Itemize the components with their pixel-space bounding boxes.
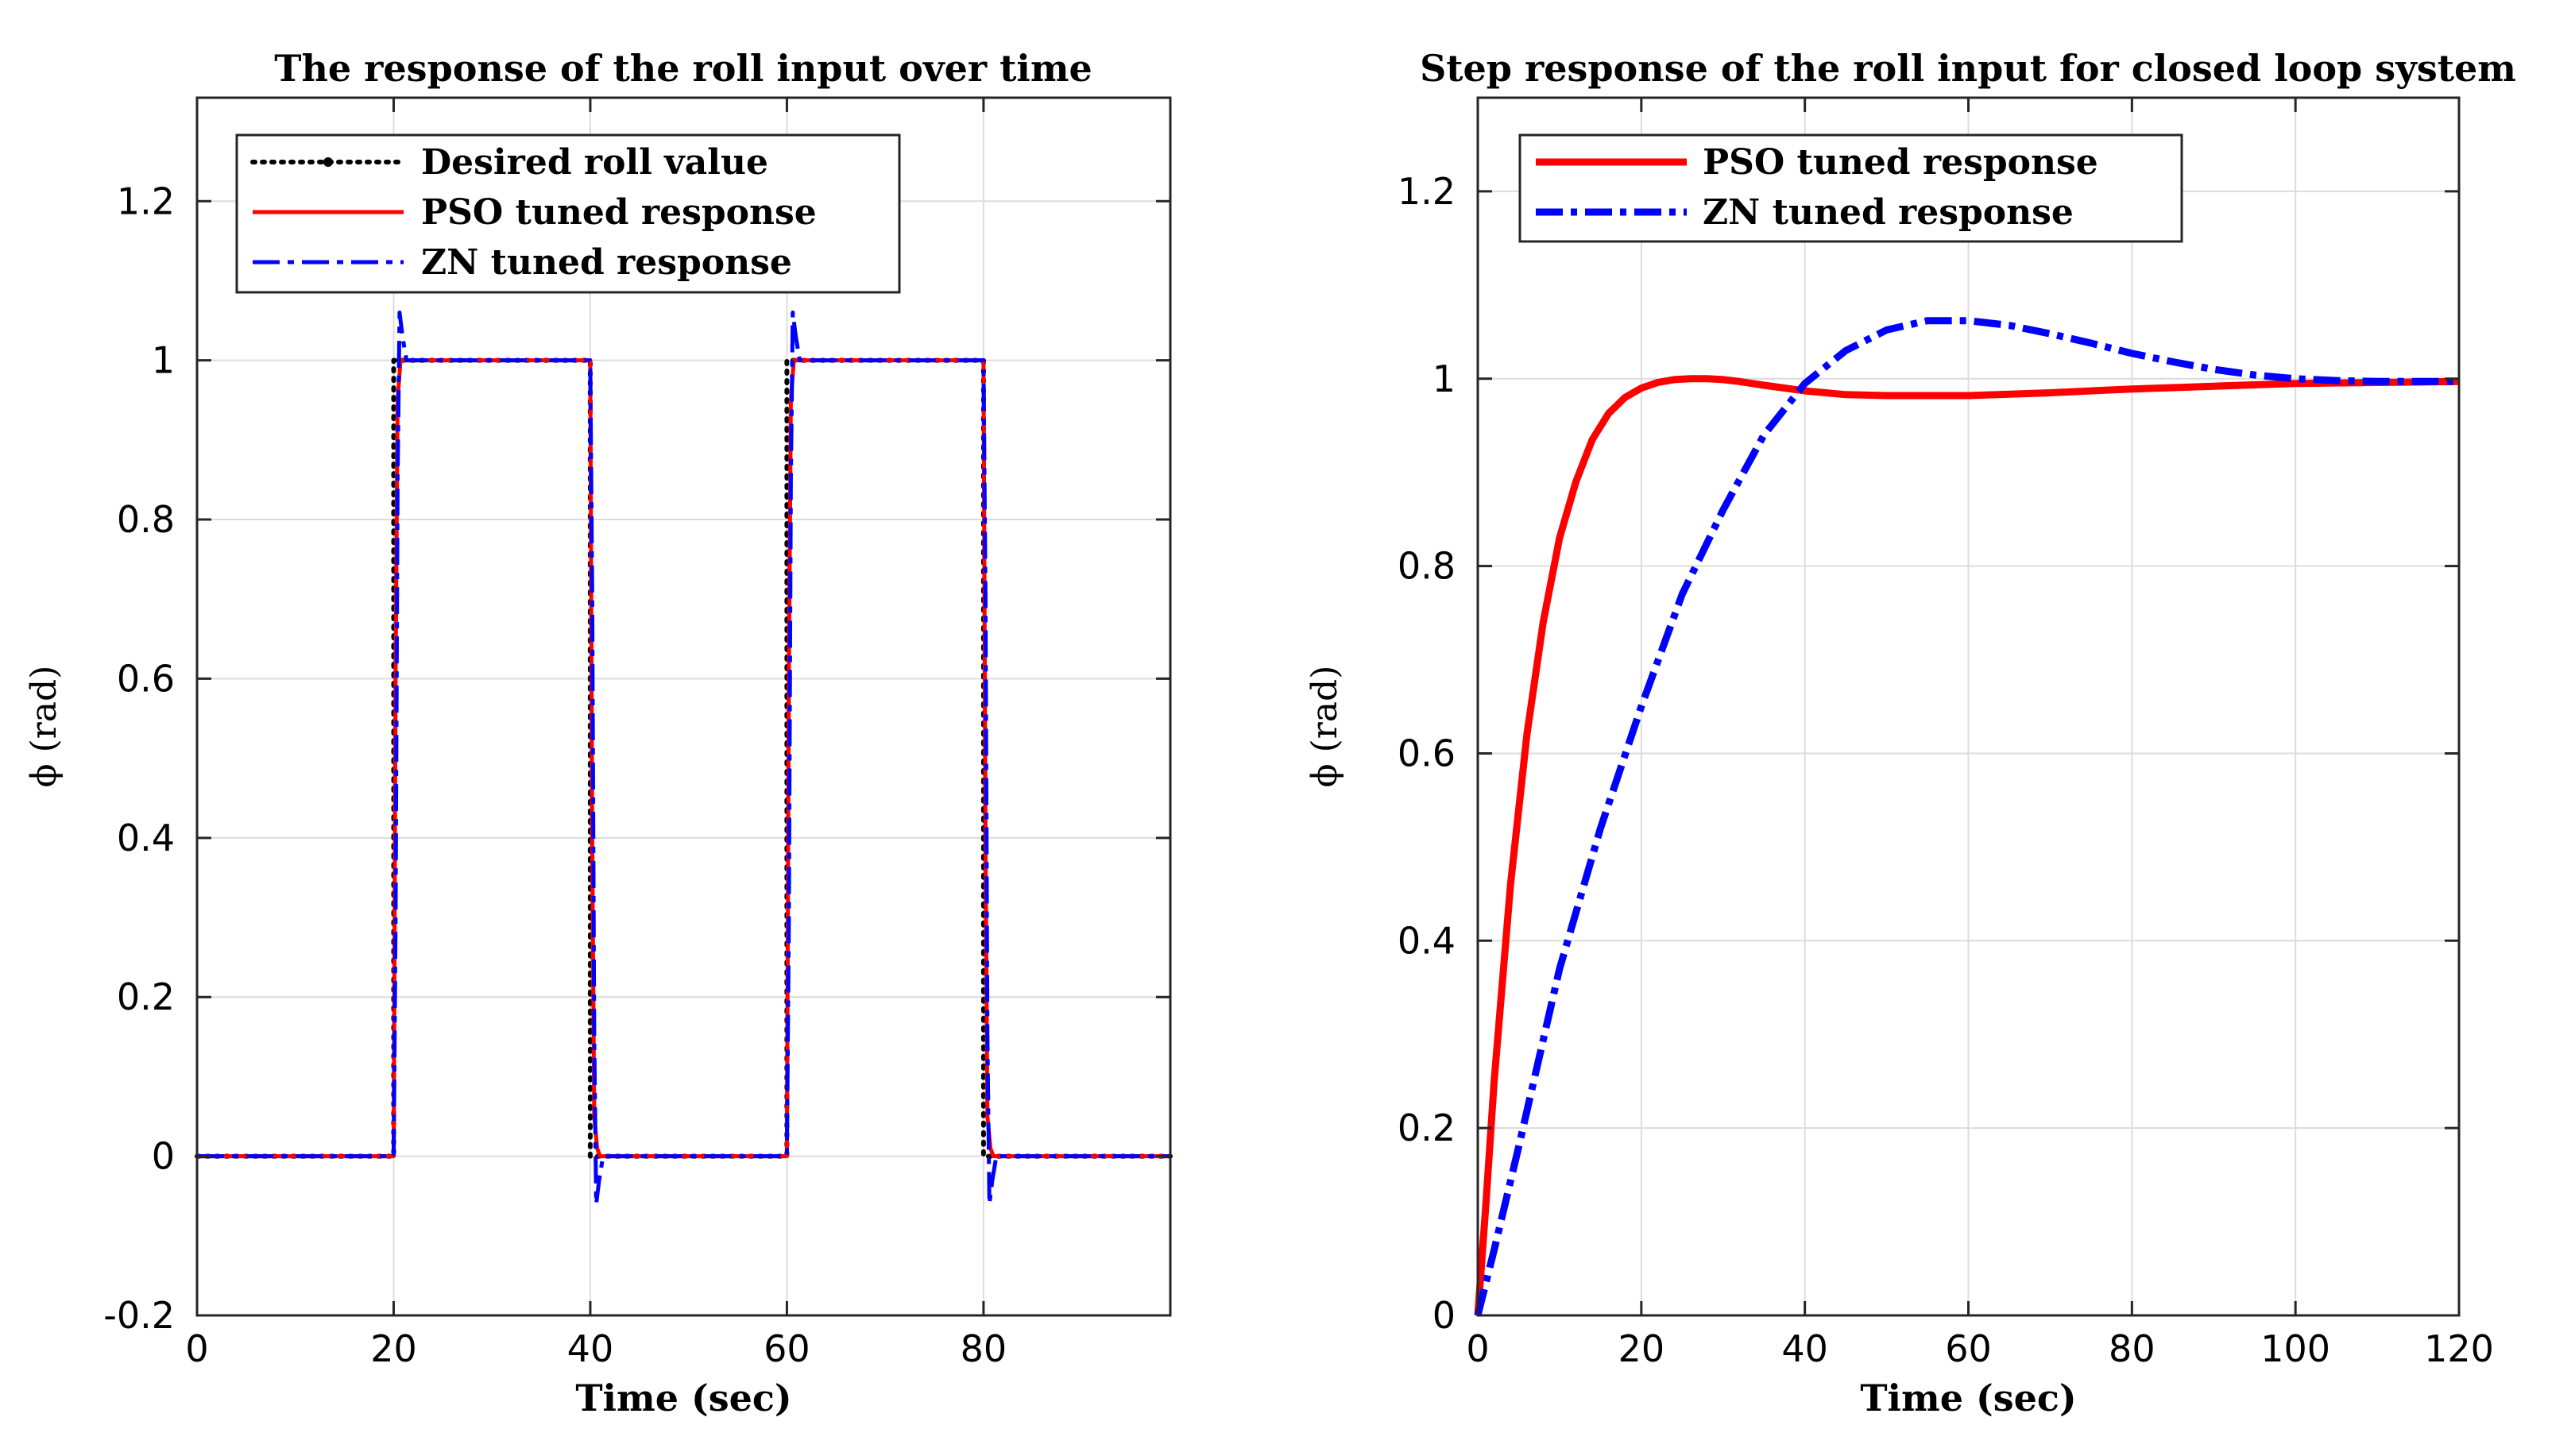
x-tick-label: 0 [185, 1327, 208, 1370]
y-tick-label: 1 [1432, 357, 1456, 400]
chart-title: Step response of the roll input for clos… [1420, 47, 2516, 90]
legend-label: ZN tuned response [421, 242, 792, 283]
plot-area [197, 98, 1170, 1315]
x-tick-label: 120 [2424, 1327, 2494, 1370]
x-tick-label: 60 [1945, 1327, 1992, 1370]
x-tick-label: 60 [764, 1327, 810, 1370]
series-line-pso-tuned-response [1474, 375, 2460, 1316]
y-tick-label: 0 [1432, 1294, 1456, 1337]
x-tick-label: 80 [2109, 1327, 2155, 1370]
legend-box [1518, 133, 2183, 243]
legend-marker [323, 157, 333, 167]
y-tick-label: 0 [152, 1135, 175, 1178]
legend-label: PSO tuned response [1703, 142, 2098, 183]
x-tick-label: 80 [961, 1327, 1007, 1370]
legend-label: ZN tuned response [1703, 192, 2074, 233]
y-axis-label: ϕ (rad) [1305, 666, 1345, 788]
x-axis-label: Time (sec) [575, 1377, 791, 1419]
x-tick-label: 100 [2260, 1327, 2330, 1370]
chart-panel-2: 0 20 40 60 80 100 120 0 0.2 0.4 0.6 0.8 1 1.2 Step res… [1305, 47, 2516, 1419]
series-line-zn-tuned-response [1474, 317, 2459, 1317]
y-tick-label: 1.2 [1398, 170, 1456, 213]
x-tick-label: 0 [1466, 1327, 1489, 1370]
y-tick-label: 0.2 [1398, 1106, 1456, 1149]
x-tick-label: 20 [1618, 1327, 1665, 1370]
x-tick-label: 20 [370, 1327, 417, 1370]
y-tick-label: 1.2 [117, 180, 175, 222]
y-tick-label: 0.4 [1398, 919, 1456, 962]
y-tick-label: 0.8 [1398, 545, 1456, 588]
y-tick-label: 0.4 [117, 817, 175, 859]
y-tick-label: 0.6 [1398, 732, 1456, 774]
axes-box [195, 96, 1172, 1317]
legend-label: PSO tuned response [421, 192, 817, 233]
y-tick-label: 0.6 [117, 657, 175, 700]
legend: PSO tuned response ZN tuned response [1518, 133, 2183, 243]
legend-label: Desired roll value [421, 142, 768, 183]
x-tick-label: 40 [567, 1327, 614, 1370]
y-tick-label: 0.8 [117, 498, 175, 541]
legend: Desired roll value PSO tuned response ZN t… [235, 133, 901, 294]
series-line-zn-tuned-response [197, 311, 1170, 1207]
y-tick-label: 1 [152, 339, 175, 382]
x-axis-label: Time (sec) [1860, 1377, 2076, 1419]
chart-title: The response of the roll input over time [274, 47, 1092, 90]
y-tick-label: -0.2 [103, 1294, 175, 1337]
x-tick-label: 40 [1781, 1327, 1828, 1370]
y-tick-label: 0.2 [117, 975, 175, 1018]
y-axis-label: ϕ (rad) [24, 666, 64, 788]
